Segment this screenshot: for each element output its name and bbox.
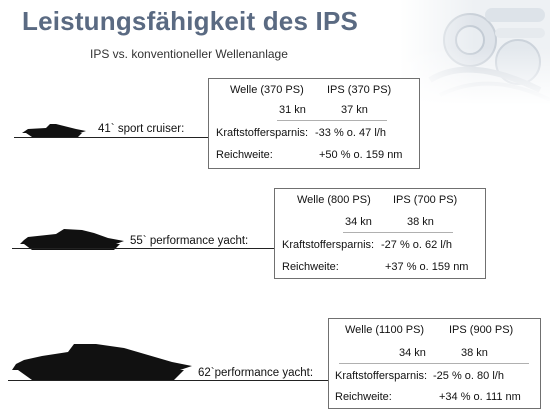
- speed-ips: 37 kn: [341, 104, 368, 116]
- speed-welle: 34 kn: [345, 216, 372, 228]
- header-welle: Welle (1100 PS): [345, 324, 425, 336]
- divider: [343, 232, 453, 233]
- boat-label-55: 55` performance yacht:: [130, 235, 249, 247]
- range-label: Reichweite:: [216, 149, 273, 161]
- range-value: +37 % o. 159 nm: [385, 261, 469, 273]
- sport-cruiser-41-silhouette-icon: [22, 122, 86, 138]
- boat-label-41: 41` sport cruiser:: [98, 123, 185, 135]
- fuel-label: Kraftstoffersparnis:: [282, 239, 375, 251]
- engine-background-graphic: [400, 0, 550, 105]
- performance-yacht-62-silhouette-icon: [12, 342, 192, 382]
- range-label: Reichweite:: [335, 391, 392, 403]
- comparison-box-55: Welle (800 PS) IPS (700 PS) 34 kn 38 kn …: [274, 188, 486, 279]
- waterline: [8, 380, 328, 381]
- fuel-value: -33 % o. 47 l/h: [315, 127, 386, 139]
- speed-ips: 38 kn: [407, 216, 434, 228]
- header-ips: IPS (370 PS): [327, 84, 392, 96]
- header-welle: Welle (370 PS): [230, 84, 304, 96]
- page-title: Leistungsfähigkeit des IPS: [22, 6, 359, 36]
- waterline: [14, 137, 210, 138]
- speed-ips: 38 kn: [461, 347, 488, 359]
- speed-welle: 34 kn: [399, 347, 426, 359]
- speed-welle: 31 kn: [279, 104, 306, 116]
- comparison-box-62: Welle (1100 PS) IPS (900 PS) 34 kn 38 kn…: [328, 318, 541, 409]
- header-ips: IPS (900 PS): [449, 324, 514, 336]
- fuel-label: Kraftstoffersparnis:: [335, 370, 428, 382]
- header-ips: IPS (700 PS): [393, 194, 458, 206]
- range-value: +34 % o. 111 nm: [439, 391, 521, 403]
- page-subtitle: IPS vs. konventioneller Wellenanlage: [90, 47, 288, 61]
- fuel-value: -25 % o. 80 l/h: [433, 370, 504, 382]
- boat-label-62: 62`performance yacht:: [198, 367, 314, 379]
- comparison-box-41: Welle (370 PS) IPS (370 PS) 31 kn 37 kn …: [208, 78, 420, 169]
- range-value: +50 % o. 159 nm: [319, 149, 403, 161]
- range-label: Reichweite:: [282, 261, 339, 273]
- fuel-label: Kraftstoffersparnis:: [216, 127, 309, 139]
- header-welle: Welle (800 PS): [297, 194, 371, 206]
- divider: [277, 120, 387, 121]
- fuel-value: -27 % o. 62 l/h: [381, 239, 452, 251]
- waterline: [12, 248, 274, 249]
- divider: [339, 363, 529, 364]
